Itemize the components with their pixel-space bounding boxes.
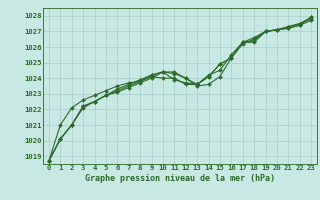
X-axis label: Graphe pression niveau de la mer (hPa): Graphe pression niveau de la mer (hPa) [85, 174, 275, 183]
